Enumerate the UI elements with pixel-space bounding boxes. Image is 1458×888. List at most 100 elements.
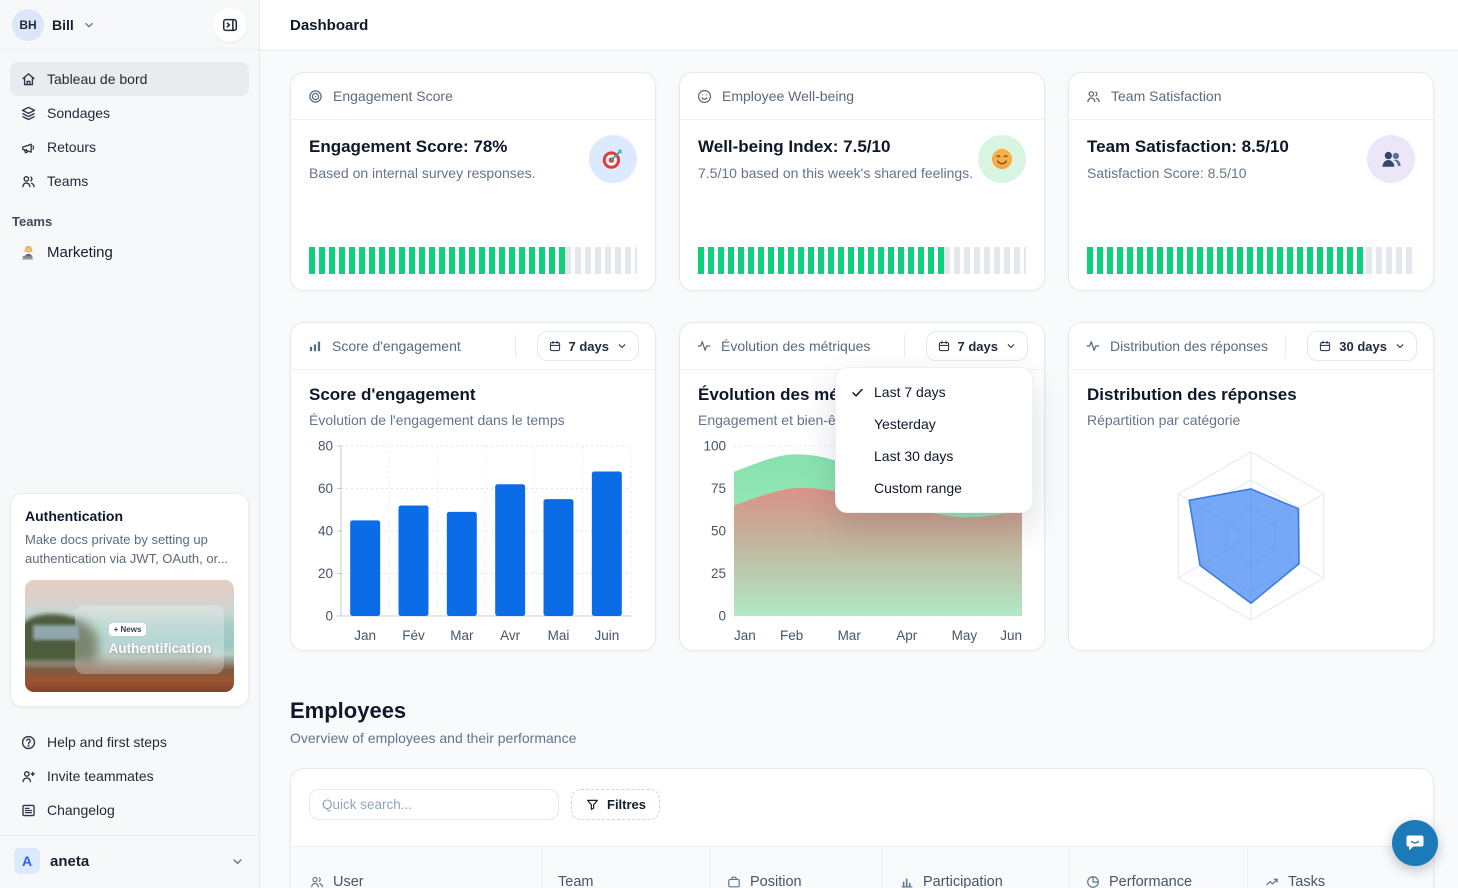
panel-collapse-icon — [221, 16, 239, 34]
sidebar-item-help[interactable]: Help and first steps — [10, 725, 249, 759]
avatar[interactable]: BH — [12, 8, 44, 41]
column-header-tasks[interactable]: Tasks — [1247, 847, 1433, 888]
changelog-icon — [20, 802, 37, 819]
authentication-promo-card[interactable]: Authentication Make docs private by sett… — [10, 493, 249, 707]
promo-image-title: Authentification — [108, 640, 212, 656]
sidebar-item-teams[interactable]: Teams — [10, 164, 249, 198]
range-dropdown-menu: Last 7 days Yesterday Last 30 days Custo… — [835, 367, 1033, 513]
menu-item-yesterday[interactable]: Yesterday — [836, 408, 1032, 440]
svg-text:100: 100 — [703, 439, 726, 454]
column-header-performance[interactable]: Performance — [1068, 847, 1247, 888]
range-selector[interactable]: 30 days — [1307, 331, 1417, 361]
response-distribution-card: Distribution des réponses 30 days Distri… — [1068, 322, 1434, 651]
sidebar-item-invite[interactable]: Invite teammates — [10, 759, 249, 793]
engagement-score-card: Engagement Score Engagement Score: 78% B… — [290, 72, 656, 291]
promo-overlay: + News Authentification — [75, 604, 224, 675]
sidebar-item-changelog[interactable]: Changelog — [10, 793, 249, 827]
menu-item-custom-range[interactable]: Custom range — [836, 472, 1032, 504]
calendar-icon — [1318, 339, 1332, 353]
svg-text:20: 20 — [318, 566, 333, 581]
svg-text:Jan: Jan — [354, 628, 376, 643]
svg-text:Jan: Jan — [734, 628, 756, 643]
trending-up-icon — [1264, 874, 1280, 888]
table-toolbar: Filtres — [291, 769, 1433, 820]
sidebar-item-label: Help and first steps — [47, 734, 167, 750]
main-area: Dashboard Engagement Score Engagement Sc… — [260, 0, 1458, 888]
card-header-label: Score d'engagement — [332, 338, 461, 354]
team-satisfaction-card: Team Satisfaction Team Satisfaction: 8.5… — [1068, 72, 1434, 291]
menu-item-label: Yesterday — [874, 416, 936, 432]
bar-chart: 0 20 40 60 80 Jan Fév Mar Avr Mai Juin — [309, 436, 637, 648]
sidebar-item-label: Teams — [47, 173, 89, 189]
svg-text:Apr: Apr — [896, 628, 918, 643]
sidebar-item-dashboard[interactable]: Tableau de bord — [10, 62, 249, 96]
column-header-team[interactable]: Team — [541, 847, 709, 888]
sidebar-item-label: Tableau de bord — [47, 71, 148, 87]
users-icon — [20, 173, 37, 190]
chevron-down-icon — [82, 18, 96, 32]
sidebar-item-surveys[interactable]: Sondages — [10, 96, 249, 130]
stat-cards-row: Engagement Score Engagement Score: 78% B… — [290, 72, 1434, 291]
card-header: Score d'engagement 7 days — [291, 323, 655, 370]
user-name[interactable]: Bill — [52, 16, 74, 33]
column-label: Performance — [1109, 873, 1193, 888]
layers-icon — [20, 105, 37, 122]
sidebar-collapse-button[interactable] — [213, 7, 247, 42]
stat-subtitle: 7.5/10 based on this week's shared feeli… — [698, 165, 974, 181]
top-header: Dashboard — [260, 0, 1458, 51]
column-header-user[interactable]: User — [291, 847, 541, 888]
menu-item-label: Last 30 days — [874, 448, 954, 464]
news-badge: + News — [108, 622, 147, 636]
range-selector[interactable]: 7 days — [536, 331, 639, 361]
busts-emoji — [1367, 135, 1415, 183]
card-header-label: Team Satisfaction — [1111, 88, 1222, 104]
svg-text:0: 0 — [718, 609, 726, 624]
employees-title: Employees — [290, 698, 407, 723]
card-header-label: Engagement Score — [333, 88, 453, 104]
svg-text:May: May — [952, 628, 978, 643]
users-icon — [309, 874, 325, 888]
range-selector[interactable]: 7 days — [925, 331, 1028, 361]
chart-subtitle: Répartition par catégorie — [1087, 412, 1241, 428]
sidebar-item-feedback[interactable]: Retours — [10, 130, 249, 164]
sidebar-item-label: Changelog — [47, 802, 115, 818]
promo-description: Make docs private by setting up authenti… — [25, 532, 229, 567]
sidebar-item-team-marketing[interactable]: Marketing — [10, 235, 249, 269]
chevron-down-icon — [616, 340, 628, 352]
column-label: User — [333, 873, 364, 888]
svg-text:25: 25 — [711, 566, 726, 581]
radar-chart — [1087, 436, 1415, 644]
home-icon — [20, 71, 37, 88]
column-label: Tasks — [1288, 873, 1326, 888]
stat-title: Team Satisfaction: 8.5/10 — [1087, 137, 1289, 156]
menu-item-last-30-days[interactable]: Last 30 days — [836, 440, 1032, 472]
menu-item-label: Last 7 days — [874, 384, 946, 400]
card-header: Engagement Score — [291, 73, 655, 120]
card-header-label: Employee Well-being — [722, 88, 855, 104]
card-header: Team Satisfaction — [1069, 73, 1433, 120]
stat-subtitle: Based on internal survey responses. — [309, 165, 536, 181]
filters-button[interactable]: Filtres — [571, 789, 661, 820]
workspace-switcher[interactable]: A aneta — [0, 836, 259, 888]
megaphone-icon — [20, 139, 37, 156]
column-header-participation[interactable]: Participation — [882, 847, 1068, 888]
sidebar-nav: Tableau de bord Sondages Retours Teams — [0, 50, 259, 198]
users-icon — [1085, 88, 1102, 105]
user-plus-icon — [20, 768, 37, 785]
card-header-label: Distribution des réponses — [1110, 338, 1268, 354]
menu-item-last-7-days[interactable]: Last 7 days — [836, 376, 1032, 408]
chat-launcher-button[interactable] — [1392, 820, 1438, 866]
page-title: Dashboard — [290, 16, 369, 34]
employees-table-card: Filtres User Team Position — [290, 768, 1434, 888]
svg-text:Mai: Mai — [548, 628, 570, 643]
card-body: Engagement Score: 78% Based on internal … — [291, 120, 655, 183]
calendar-icon — [548, 339, 562, 353]
bar-chart-icon — [307, 338, 323, 354]
search-input[interactable] — [309, 789, 559, 820]
card-body: Distribution des réponses Répartition pa… — [1069, 370, 1433, 644]
card-body: Team Satisfaction: 8.5/10 Satisfaction S… — [1069, 120, 1433, 183]
column-header-position[interactable]: Position — [709, 847, 882, 888]
pie-chart-icon — [1085, 874, 1101, 888]
target-icon — [307, 88, 324, 105]
svg-text:Mar: Mar — [838, 628, 862, 643]
